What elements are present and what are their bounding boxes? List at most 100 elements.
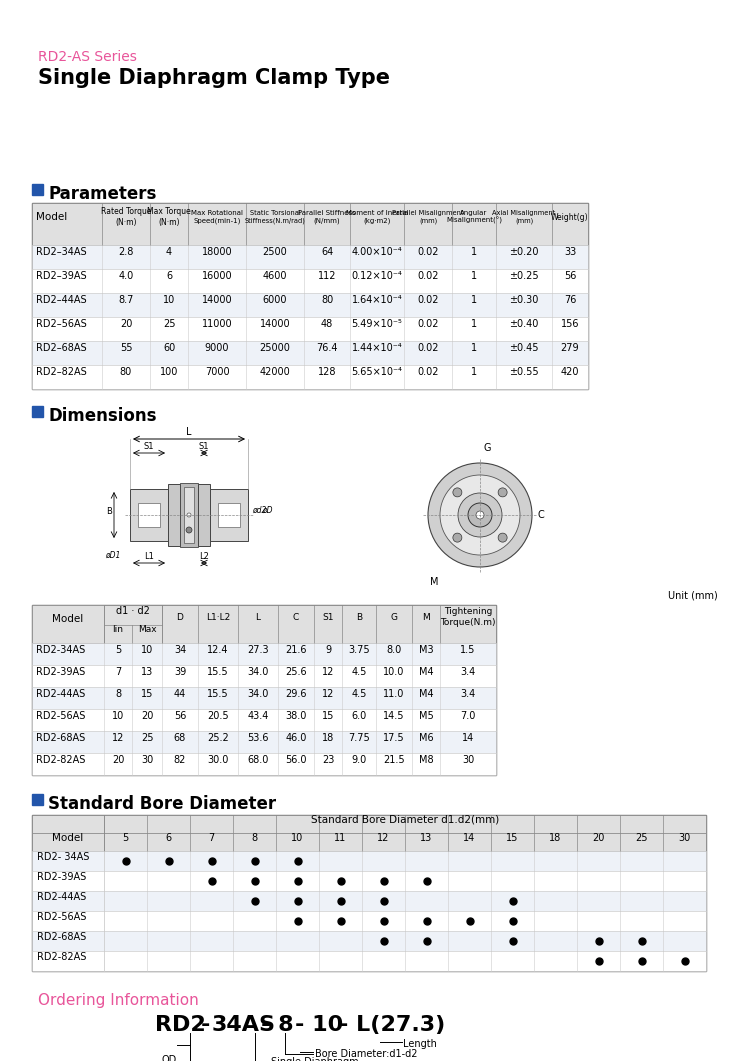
Bar	[32, 911, 706, 930]
Text: -: -	[201, 1015, 210, 1034]
Text: Bore Diameter:d1-d2: Bore Diameter:d1-d2	[315, 1049, 418, 1059]
Text: 16000: 16000	[202, 271, 232, 281]
Text: Max: Max	[138, 626, 156, 634]
Bar	[184, 487, 194, 543]
Bar	[32, 951, 706, 971]
Text: 5: 5	[122, 833, 129, 843]
Text: 7.75: 7.75	[348, 733, 370, 743]
Text: L: L	[256, 612, 260, 622]
Bar	[32, 871, 706, 891]
Text: 1.44×10⁻⁴: 1.44×10⁻⁴	[352, 343, 402, 353]
Bar	[210, 489, 248, 541]
Text: 14000: 14000	[260, 319, 290, 329]
Text: 55: 55	[120, 343, 132, 353]
Bar	[32, 688, 496, 709]
Circle shape	[476, 511, 484, 519]
Bar	[32, 851, 706, 871]
Text: Single Diaphragm Clamp Type: Single Diaphragm Clamp Type	[38, 68, 390, 88]
Text: ±0.55: ±0.55	[509, 367, 538, 377]
Circle shape	[498, 488, 507, 497]
Bar	[32, 665, 496, 688]
Text: 12: 12	[322, 667, 334, 677]
Text: 56.0: 56.0	[285, 755, 307, 765]
Text: 10.0: 10.0	[383, 667, 405, 677]
Text: - 8: - 8	[261, 1015, 294, 1034]
Text: 9: 9	[325, 645, 331, 655]
Text: 7: 7	[209, 833, 214, 843]
Text: B: B	[106, 507, 112, 517]
Bar	[32, 406, 43, 417]
Text: 18: 18	[322, 733, 334, 743]
Text: 8: 8	[251, 833, 257, 843]
Circle shape	[428, 463, 532, 567]
Text: Ordering Information: Ordering Information	[38, 993, 199, 1008]
Bar	[32, 643, 496, 665]
Text: Parallel Stiffness
(N/mm): Parallel Stiffness (N/mm)	[298, 210, 356, 224]
Text: 10: 10	[141, 645, 153, 655]
Text: 15: 15	[141, 689, 153, 699]
Text: 80: 80	[120, 367, 132, 377]
Text: RD2–39AS: RD2–39AS	[36, 271, 86, 281]
Text: 30: 30	[678, 833, 691, 843]
Text: 25: 25	[163, 319, 176, 329]
Text: 12.4: 12.4	[207, 645, 229, 655]
Text: Dimensions: Dimensions	[48, 407, 157, 425]
Bar	[32, 427, 718, 587]
Text: 0.02: 0.02	[417, 271, 439, 281]
Text: øD1: øD1	[104, 551, 120, 560]
Text: 1.5: 1.5	[460, 645, 476, 655]
Text: lin: lin	[112, 626, 124, 634]
Text: Standard Bore Diameter d1.d2(mm): Standard Bore Diameter d1.d2(mm)	[310, 815, 500, 825]
Text: 14: 14	[464, 833, 476, 843]
Text: 64: 64	[321, 247, 333, 257]
Text: RD2-34AS: RD2-34AS	[36, 645, 86, 655]
Text: 56: 56	[174, 711, 186, 721]
Bar	[32, 731, 496, 753]
Text: 6.0: 6.0	[351, 711, 367, 721]
Circle shape	[453, 533, 462, 542]
Text: 4600: 4600	[262, 271, 287, 281]
Bar	[32, 317, 588, 341]
Text: Rated Torque
(N·m): Rated Torque (N·m)	[100, 207, 152, 227]
Bar	[32, 605, 496, 775]
Text: 38.0: 38.0	[285, 711, 307, 721]
Circle shape	[458, 493, 502, 537]
Text: M: M	[430, 577, 439, 587]
Text: 1: 1	[471, 367, 477, 377]
Text: 21.6: 21.6	[285, 645, 307, 655]
Text: 156: 156	[561, 319, 579, 329]
Text: L: L	[186, 427, 192, 437]
Text: 42000: 42000	[260, 367, 290, 377]
Bar	[32, 891, 706, 911]
Text: 68: 68	[174, 733, 186, 743]
Text: 13: 13	[420, 833, 433, 843]
Text: 279: 279	[561, 343, 579, 353]
Text: 3.4: 3.4	[460, 689, 476, 699]
Text: RD2–56AS: RD2–56AS	[36, 319, 87, 329]
Text: 13: 13	[141, 667, 153, 677]
Circle shape	[440, 475, 520, 555]
Text: 18000: 18000	[202, 247, 232, 257]
Text: 80: 80	[321, 295, 333, 305]
Bar	[32, 815, 706, 971]
Text: S1: S1	[144, 442, 154, 451]
Text: 4.0: 4.0	[118, 271, 134, 281]
Text: RD2‑ 34AS: RD2‑ 34AS	[37, 852, 89, 862]
Text: Unit (mm): Unit (mm)	[668, 591, 718, 601]
Text: Standard Bore Diameter: Standard Bore Diameter	[48, 795, 276, 813]
Text: 2500: 2500	[262, 247, 287, 257]
Text: Single Diaphragm: Single Diaphragm	[271, 1057, 358, 1061]
Text: RD2–68AS: RD2–68AS	[36, 343, 86, 353]
Text: 34.0: 34.0	[248, 667, 268, 677]
Text: D: D	[176, 612, 184, 622]
Text: 44: 44	[174, 689, 186, 699]
Text: RD2–82AS: RD2–82AS	[36, 367, 87, 377]
Text: S1: S1	[322, 612, 334, 622]
Bar	[32, 365, 588, 389]
Text: Moment of Inertia
(kg·m2): Moment of Inertia (kg·m2)	[346, 210, 408, 224]
Text: 15.5: 15.5	[207, 667, 229, 677]
Text: 6: 6	[166, 833, 172, 843]
Circle shape	[498, 533, 507, 542]
Text: OD: OD	[161, 1055, 176, 1061]
Text: 20.5: 20.5	[207, 711, 229, 721]
